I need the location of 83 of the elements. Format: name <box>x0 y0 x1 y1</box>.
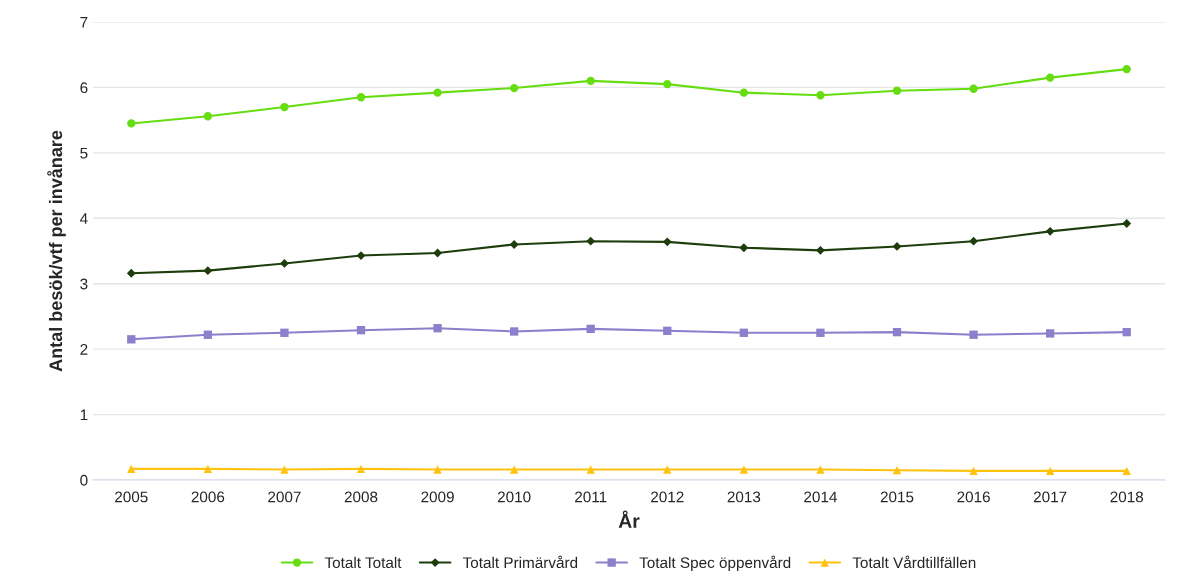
point <box>203 266 213 276</box>
y-tick-label: 4 <box>79 213 88 224</box>
point <box>586 465 595 474</box>
x-tick-label: 2008 <box>344 491 378 503</box>
point <box>1045 226 1055 236</box>
point <box>586 324 595 334</box>
point <box>433 465 442 474</box>
x-tick-label: 2011 <box>575 491 607 503</box>
point <box>816 465 825 474</box>
point <box>586 76 595 86</box>
point <box>969 236 978 246</box>
point <box>127 119 136 128</box>
point <box>280 259 289 268</box>
point <box>662 237 672 247</box>
point <box>663 326 672 335</box>
point <box>280 328 289 337</box>
y-tick-label: 0 <box>80 474 88 486</box>
point <box>586 236 596 246</box>
point <box>816 91 825 100</box>
point <box>739 328 749 337</box>
point <box>969 84 978 93</box>
point <box>356 93 366 102</box>
x-tick-label: 2006 <box>191 491 225 503</box>
point <box>356 464 366 474</box>
legend-label: Totalt Totalt <box>324 556 402 569</box>
legend-label: Totalt Vårdtillfällen <box>852 555 976 569</box>
point <box>1045 466 1055 476</box>
point <box>433 248 442 258</box>
point <box>127 335 136 344</box>
point <box>356 326 366 335</box>
point <box>126 268 136 278</box>
point <box>509 327 519 336</box>
y-tick-label: 3 <box>80 278 88 290</box>
point <box>739 465 749 474</box>
legend-label: Totalt Primärvård <box>462 555 578 569</box>
point <box>816 245 825 255</box>
point <box>1045 329 1055 338</box>
point <box>1045 73 1055 82</box>
point <box>739 88 749 97</box>
point <box>892 86 902 95</box>
point <box>509 240 519 249</box>
point <box>816 328 825 337</box>
legend-label: Totalt Spec öppenvård <box>639 555 791 572</box>
point <box>1122 466 1131 476</box>
x-tick-label: 2009 <box>421 491 454 503</box>
y-tick-label: 1 <box>80 409 88 421</box>
point <box>1122 64 1131 74</box>
point <box>969 330 978 339</box>
point <box>892 242 902 251</box>
y-axis-title: Antal besök/vtf per invånare <box>47 130 66 372</box>
y-tick-label: 2 <box>80 344 88 355</box>
point <box>663 465 672 474</box>
point <box>1122 327 1131 337</box>
x-tick-label: 2018 <box>1110 491 1144 503</box>
point <box>127 464 136 474</box>
point <box>203 112 213 121</box>
x-axis-title: År <box>618 510 640 528</box>
point <box>280 102 289 112</box>
point <box>203 464 213 474</box>
point <box>892 466 902 475</box>
x-tick-label: 2016 <box>957 491 990 503</box>
point <box>1122 219 1132 228</box>
point <box>663 79 672 89</box>
point <box>509 465 519 474</box>
x-tick-label: 2005 <box>115 491 148 503</box>
y-tick-label: 5 <box>80 147 88 159</box>
x-tick-label: 2010 <box>497 491 531 503</box>
x-tick-label: 2007 <box>268 491 301 503</box>
y-tick-label: 7 <box>80 17 88 28</box>
point <box>203 330 213 339</box>
x-tick-label: 2012 <box>651 491 684 503</box>
point <box>739 243 749 253</box>
point <box>433 88 442 97</box>
x-tick-label: 2013 <box>727 491 761 503</box>
point <box>433 324 442 333</box>
point <box>969 466 978 476</box>
point <box>509 83 519 93</box>
x-tick-label: 2015 <box>880 491 914 503</box>
x-tick-label: 2014 <box>804 491 837 503</box>
x-tick-label: 2017 <box>1033 491 1067 503</box>
point <box>280 465 289 474</box>
point <box>892 327 902 337</box>
y-tick-label: 6 <box>80 82 88 94</box>
